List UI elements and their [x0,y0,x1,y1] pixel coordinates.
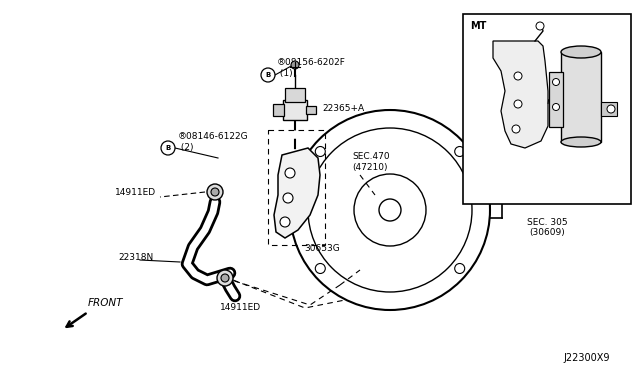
Text: MT: MT [470,21,486,31]
Text: ®08156-6202F
 (1): ®08156-6202F (1) [277,58,346,78]
Circle shape [607,105,615,113]
Circle shape [221,274,229,282]
Circle shape [207,184,223,200]
Polygon shape [493,41,548,148]
Bar [463,14,631,204]
Text: B: B [266,72,271,78]
Circle shape [552,103,559,110]
Circle shape [217,270,233,286]
Circle shape [454,263,465,273]
Polygon shape [274,148,320,238]
Text: FRONT: FRONT [88,298,124,308]
Text: 22318N: 22318N [118,253,153,263]
Bar [283,100,307,120]
Circle shape [161,141,175,155]
Text: J22300X9: J22300X9 [563,353,610,363]
Text: SEC. 305
(30609): SEC. 305 (30609) [527,218,567,237]
Bar [306,106,316,114]
Bar [549,72,563,127]
Circle shape [280,217,290,227]
Text: 22365+A: 22365+A [322,103,364,112]
Circle shape [536,22,544,30]
Circle shape [512,125,520,133]
Circle shape [285,168,295,178]
Circle shape [552,78,559,86]
Circle shape [283,193,293,203]
Circle shape [316,147,325,157]
Circle shape [514,100,522,108]
Text: ®08146-6122G
 (2): ®08146-6122G (2) [178,132,248,152]
Circle shape [211,188,219,196]
Text: SEC.470
(47210): SEC.470 (47210) [352,152,390,172]
Bar [273,104,284,116]
Bar [601,102,617,116]
Bar [285,88,305,102]
Circle shape [454,147,465,157]
Ellipse shape [561,46,601,58]
Text: 14911ED: 14911ED [220,304,261,312]
Text: 14911ED: 14911ED [115,187,156,196]
Bar [561,52,601,142]
Circle shape [261,68,275,82]
Ellipse shape [561,137,601,147]
Circle shape [514,72,522,80]
Circle shape [291,61,299,69]
Circle shape [316,263,325,273]
Text: B: B [165,145,171,151]
Text: 30653G: 30653G [304,244,340,253]
